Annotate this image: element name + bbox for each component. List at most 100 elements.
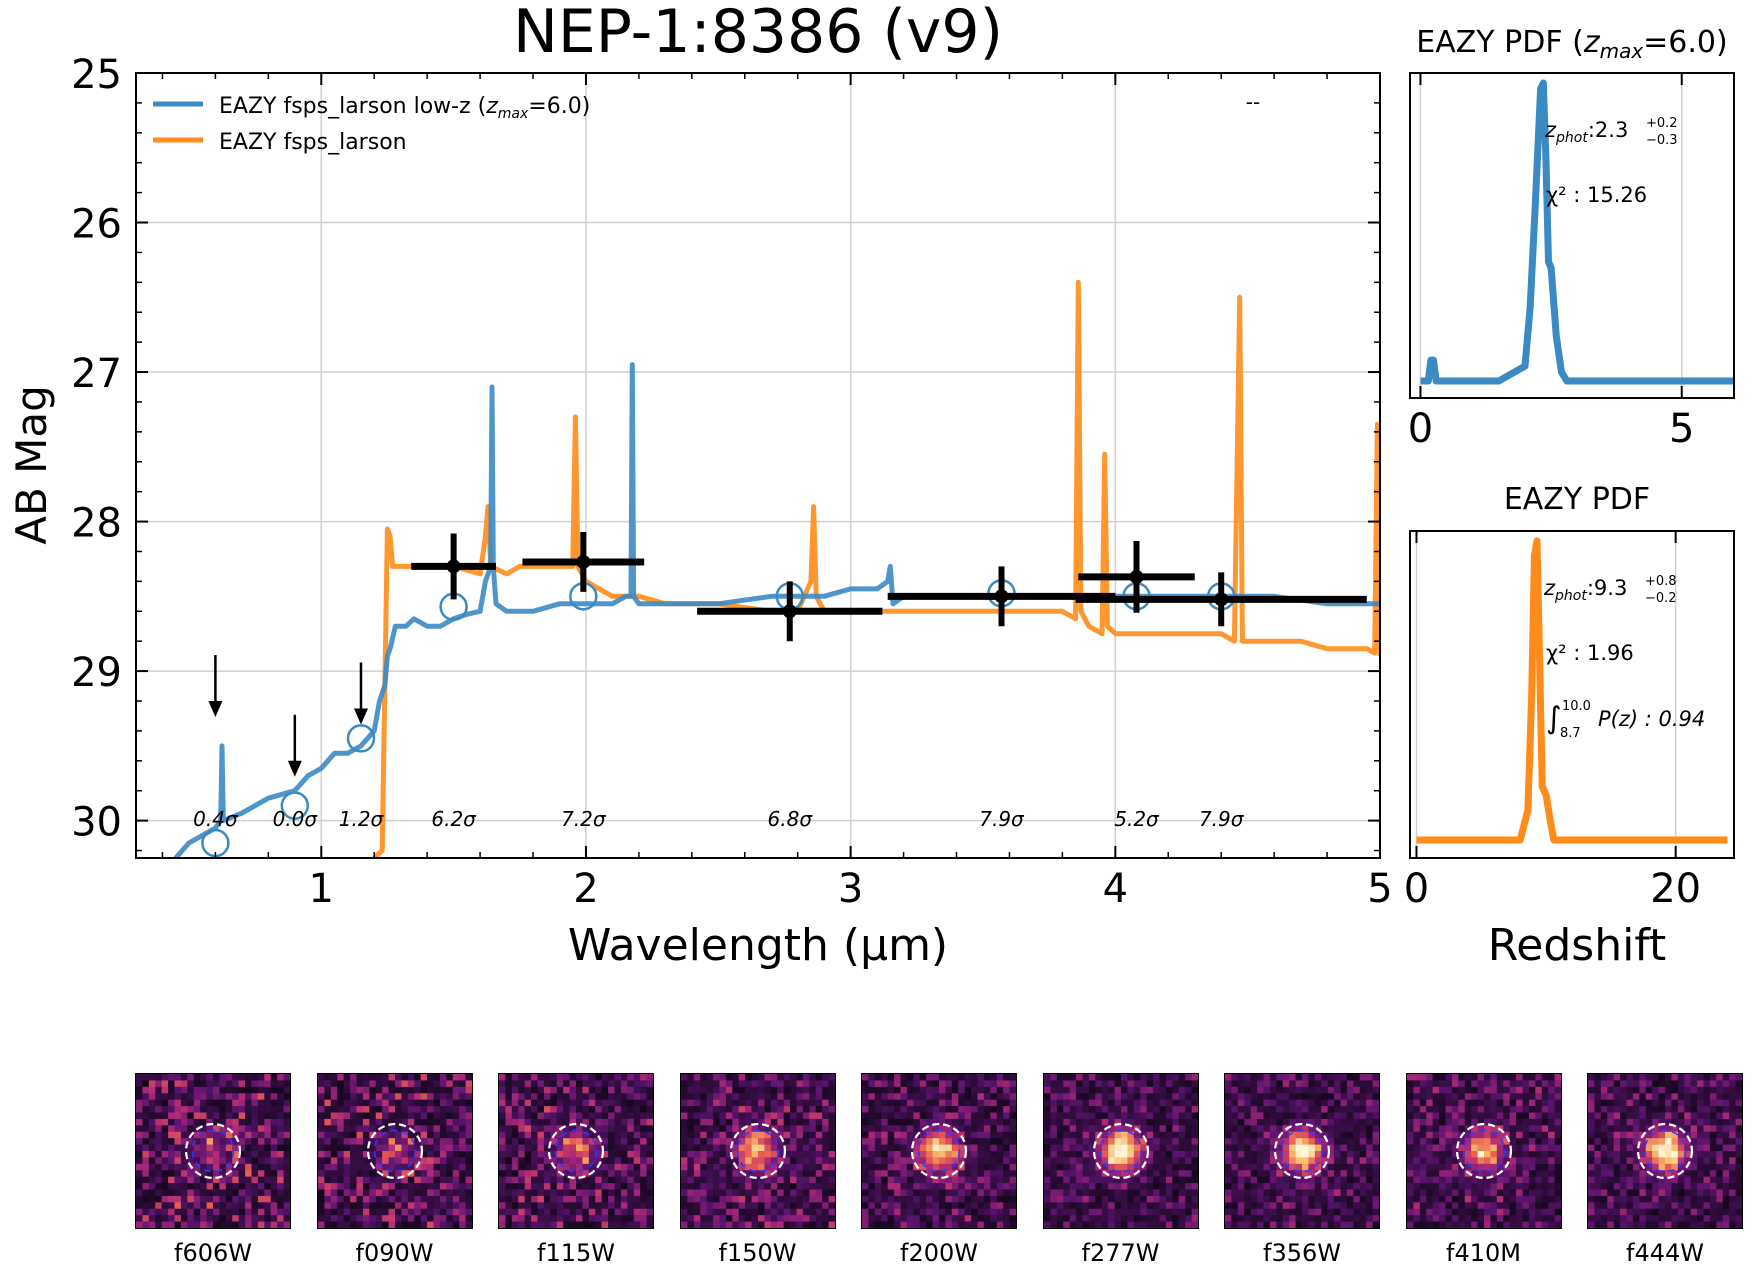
y-tick-label: 27 xyxy=(71,351,122,397)
inner-aperture-circle xyxy=(1462,1129,1505,1173)
snr-label: 5.2σ xyxy=(1114,807,1160,831)
aperture-circle xyxy=(1636,1122,1694,1180)
pdf-free-integral-sign: ∫ xyxy=(1546,701,1562,736)
legend-label-free: EAZY fsps_larson xyxy=(219,130,407,155)
observed-point xyxy=(1214,592,1229,607)
pdf-low-z-title: EAZY PDF (zmax=6.0) xyxy=(1416,25,1727,63)
observed-point xyxy=(994,589,1009,604)
model-photometry-marker xyxy=(280,791,310,820)
legend: EAZY fsps_larson low-z (zmax=6.0) EAZY f… xyxy=(153,94,590,155)
cutout-image xyxy=(135,1073,291,1229)
aperture-circle xyxy=(729,1122,786,1180)
upper-limit-arrowhead xyxy=(208,701,223,717)
inner-aperture-circle xyxy=(1280,1129,1324,1173)
pdf-free-xlabel: Redshift xyxy=(1488,920,1667,971)
pdf-x-tick-label: 0 xyxy=(1408,406,1433,452)
sed-panel: NEP-1:8386 (v9) 0.4σ 0.0σ 1.2σ 6.2σ 7.2σ 6.8σ… xyxy=(7,0,1393,971)
chart-title: NEP-1:8386 (v9) xyxy=(513,0,1003,67)
snr-label: 0.0σ xyxy=(273,807,319,831)
pdf-low-z-zphot-err-minus: −0.3 xyxy=(1646,133,1678,148)
cutout-image xyxy=(1587,1073,1743,1229)
figure-canvas: NEP-1:8386 (v9) 0.4σ 0.0σ 1.2σ 6.2σ 7.2σ 6.8σ… xyxy=(7,0,1735,971)
pdf-free-curve xyxy=(1416,537,1728,844)
pdf-low-z-zphot-err-plus: +0.2 xyxy=(1646,116,1678,131)
sed-grid xyxy=(136,73,1381,858)
sed-frame xyxy=(135,72,1381,859)
x-tick-label: 5 xyxy=(1367,866,1392,912)
cutout-f150w: f150W xyxy=(679,1073,836,1267)
aperture-circle xyxy=(184,1122,242,1180)
cutout-f410m: f410M xyxy=(1405,1073,1562,1267)
pdf-x-tick-label: 0 xyxy=(1404,866,1429,912)
cutout-label: f606W xyxy=(174,1239,252,1267)
cutout-label: f410M xyxy=(1446,1239,1521,1267)
pdf-low-z-zphot: zphot:2.3 xyxy=(1544,118,1628,146)
cutout-image xyxy=(1224,1073,1380,1229)
cutout-f606w: f606W xyxy=(135,1073,291,1267)
pdf-x-tick-label: 5 xyxy=(1669,406,1694,452)
cutout-f356w: f356W xyxy=(1224,1073,1380,1267)
y-tick-label: 26 xyxy=(71,202,122,248)
cutout-f277w: f277W xyxy=(1042,1073,1199,1267)
cutout-image xyxy=(498,1073,654,1229)
y-tick-label: 29 xyxy=(71,650,122,696)
inner-aperture-circle xyxy=(191,1129,235,1173)
aperture-circle xyxy=(1273,1122,1331,1180)
cutout-image xyxy=(679,1073,836,1229)
aperture-circle xyxy=(910,1122,968,1180)
cutout-f090w: f090W xyxy=(316,1073,473,1267)
model-line-low-z xyxy=(173,362,1380,858)
snr-label: 0.4σ xyxy=(193,807,239,831)
pdf-free-grid xyxy=(1415,531,1677,858)
cutout-f115w: f115W xyxy=(498,1073,654,1267)
observed-point xyxy=(1129,569,1144,584)
cutout-image xyxy=(1405,1073,1562,1229)
pdf-free-integral-upper: 10.0 xyxy=(1562,699,1591,714)
pdf-free-zphot-err-minus: −0.2 xyxy=(1645,591,1677,606)
y-tick-label: 30 xyxy=(71,800,122,846)
pdf-low-z-curve xyxy=(1420,79,1734,385)
x-tick-label: 4 xyxy=(1103,866,1128,912)
x-tick-label: 2 xyxy=(573,866,598,912)
pdf-free-zphot: zphot:9.3 xyxy=(1543,576,1627,604)
pdf-panel-low-z: EAZY PDF (zmax=6.0) 0 5 zphot:2.3 +0.2 −0… xyxy=(1408,25,1735,452)
inner-aperture-circle xyxy=(917,1129,961,1173)
pdf-free-chi2: χ² : 1.96 xyxy=(1546,641,1634,665)
pdf-free-frame xyxy=(1409,530,1735,859)
snr-label: 6.8σ xyxy=(768,807,814,831)
sed-ticks: 1 2 3 4 5 25 26 27 28 29 30 xyxy=(71,52,1393,912)
cutout-image xyxy=(1042,1073,1199,1229)
sed-points: 0.4σ 0.0σ 1.2σ 6.2σ 7.2σ 6.8σ 7.9σ 5.2σ 7.9σ xyxy=(193,532,1367,858)
pdf-curve-line xyxy=(1420,79,1734,385)
pdf-free-zphot-err-plus: +0.8 xyxy=(1645,574,1677,589)
cutout-image xyxy=(316,1073,473,1229)
snr-label: 6.2σ xyxy=(431,807,477,831)
cutout-label: f277W xyxy=(1081,1239,1160,1267)
snr-label: 1.2σ xyxy=(339,807,385,831)
aperture-circle xyxy=(1092,1122,1149,1180)
cutout-label: f090W xyxy=(355,1239,434,1267)
inner-aperture-circle xyxy=(1643,1129,1687,1173)
snr-label: 7.9σ xyxy=(979,807,1025,831)
pdf-low-z-grid xyxy=(1419,73,1683,398)
aperture-circle xyxy=(1455,1122,1512,1180)
pdf-low-z-chi2: χ² : 15.26 xyxy=(1546,183,1647,207)
aperture-circle xyxy=(366,1122,423,1180)
x-tick-label: 1 xyxy=(309,866,334,912)
inner-aperture-circle xyxy=(554,1129,598,1173)
model-photometry-marker xyxy=(346,724,376,753)
snr-label: 7.2σ xyxy=(561,807,607,831)
snr-label: 7.9σ xyxy=(1199,807,1245,831)
observed-point xyxy=(446,559,461,574)
pdf-x-tick-label: 20 xyxy=(1650,866,1701,912)
upper-limit-arrowhead xyxy=(353,708,368,725)
observed-point xyxy=(576,554,591,569)
sed-series xyxy=(173,279,1380,858)
pdf-free-integral-text: P(z) : 0.94 xyxy=(1598,707,1705,731)
pdf-low-z-frame xyxy=(1409,72,1735,399)
inner-aperture-circle xyxy=(373,1129,416,1173)
cutout-label: f115W xyxy=(537,1239,615,1267)
observed-point xyxy=(782,604,797,619)
legend-extra-mark: -- xyxy=(1246,90,1260,114)
cutout-f444w: f444W xyxy=(1587,1073,1743,1267)
